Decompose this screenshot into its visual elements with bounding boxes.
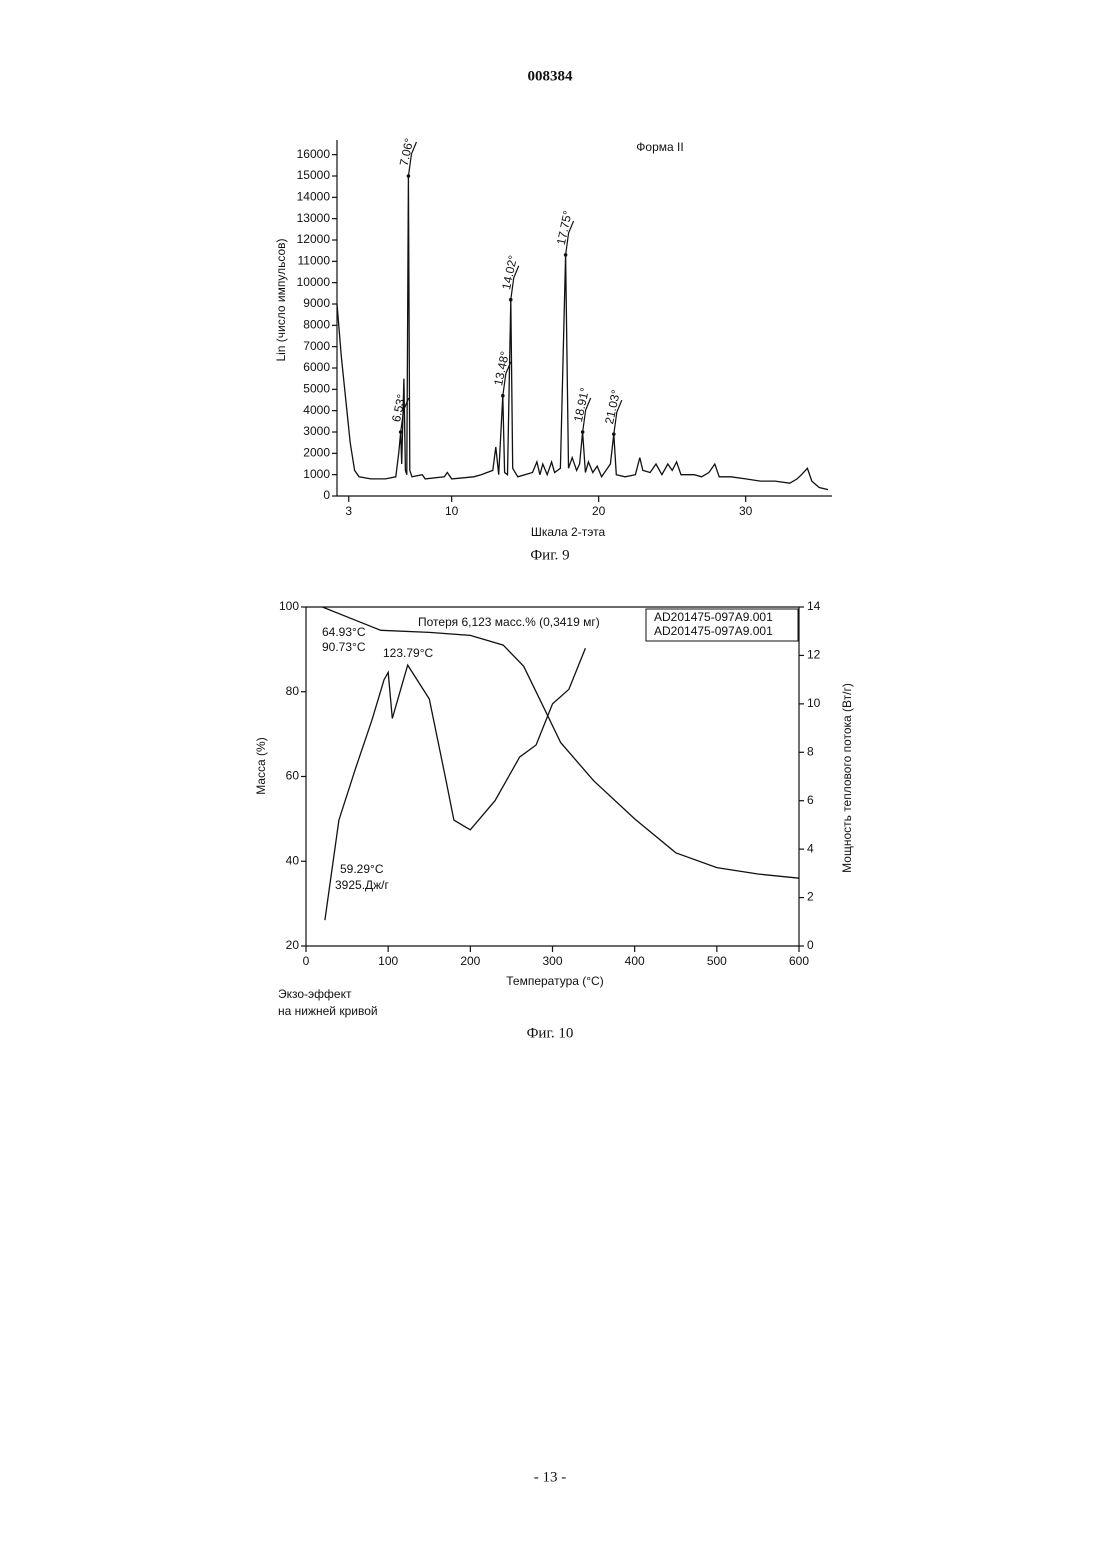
annotation: Потеря 6,123 масс.% (0,3419 мг): [418, 615, 600, 629]
x-tick-label: 10: [445, 504, 459, 518]
y-tick-label: 5000: [303, 382, 330, 396]
patent-number: 008384: [528, 68, 574, 84]
figure-caption: Фиг. 9: [530, 547, 569, 563]
x-axis-label: Шкала 2-тэта: [531, 525, 606, 539]
y-tick-label: 6000: [303, 360, 330, 374]
data-line: [337, 176, 828, 490]
y2-tick-label: 2: [807, 890, 814, 904]
x-tick-label: 20: [592, 504, 606, 518]
y-tick-label: 80: [286, 684, 300, 698]
annotation: 123.79°C: [383, 646, 434, 660]
y-tick-label: 40: [286, 853, 300, 867]
y2-tick-label: 4: [807, 841, 814, 855]
x-tick-label: 500: [707, 954, 727, 968]
chart-title: Форма II: [636, 140, 683, 154]
y2-tick-label: 8: [807, 744, 814, 758]
y-tick-label: 4000: [303, 403, 330, 417]
peak-label: 17.75°: [554, 209, 575, 246]
annotation: 59.29°C: [340, 862, 384, 876]
page: 008384 - 13 - Фиг. 9 Фиг. 10 01000200030…: [0, 0, 1100, 1556]
note: Экзо-эффект: [278, 987, 352, 1001]
x-axis-label: Температура (°C): [506, 974, 603, 988]
y2-tick-label: 12: [807, 648, 821, 662]
note: на нижней кривой: [278, 1004, 378, 1018]
y-tick-label: 1000: [303, 467, 330, 481]
y-tick-label: 20: [286, 938, 300, 952]
y-tick-label: 12000: [297, 232, 331, 246]
figure-caption: Фиг. 10: [527, 1025, 574, 1041]
y-tick-label: 0: [323, 488, 330, 502]
peak-label: 21.03°: [602, 388, 623, 425]
y-tick-label: 3000: [303, 424, 330, 438]
peak-label: 18.91°: [571, 386, 592, 423]
y2-tick-label: 6: [807, 793, 814, 807]
y-tick-label: 2000: [303, 446, 330, 460]
x-tick-label: 300: [542, 954, 562, 968]
y-tick-label: 7000: [303, 339, 330, 353]
y-tick-label: 15000: [297, 168, 331, 182]
y-tick-label: 13000: [297, 211, 331, 225]
legend-entry: AD201475-097A9.001: [654, 610, 773, 624]
x-tick-label: 0: [303, 954, 310, 968]
annotation: 3925.Дж/г: [335, 878, 390, 892]
y-tick-label: 14000: [297, 190, 331, 204]
x-tick-label: 30: [739, 504, 753, 518]
annotation: 90.73°C: [322, 640, 366, 654]
y2-tick-label: 10: [807, 696, 821, 710]
x-tick-label: 100: [378, 954, 398, 968]
y2-tick-label: 0: [807, 938, 814, 952]
y-tick-label: 60: [286, 769, 300, 783]
y2-tick-label: 14: [807, 599, 821, 613]
y-axis-label: Масса (%): [254, 737, 268, 794]
annotation: 64.93°C: [322, 625, 366, 639]
x-tick-label: 3: [345, 504, 352, 518]
y2-axis-label: Мощность теплового потока (Вт/г): [840, 683, 854, 873]
y-tick-label: 8000: [303, 318, 330, 332]
y-axis-label: Lin (число импульсов): [274, 238, 288, 361]
y-tick-label: 10000: [297, 275, 331, 289]
peak-label: 6.53°: [389, 393, 409, 424]
legend-entry: AD201475-097A9.001: [654, 624, 773, 638]
x-tick-label: 400: [625, 954, 645, 968]
y-tick-label: 9000: [303, 296, 330, 310]
y-tick-label: 16000: [297, 147, 331, 161]
y-tick-label: 11000: [298, 254, 331, 268]
page-number: - 13 -: [534, 1469, 567, 1485]
y-tick-label: 100: [279, 599, 299, 613]
peak-label: 14.02°: [499, 254, 520, 291]
peak-label: 7.06°: [397, 137, 417, 168]
x-tick-label: 200: [460, 954, 480, 968]
x-tick-label: 600: [789, 954, 809, 968]
